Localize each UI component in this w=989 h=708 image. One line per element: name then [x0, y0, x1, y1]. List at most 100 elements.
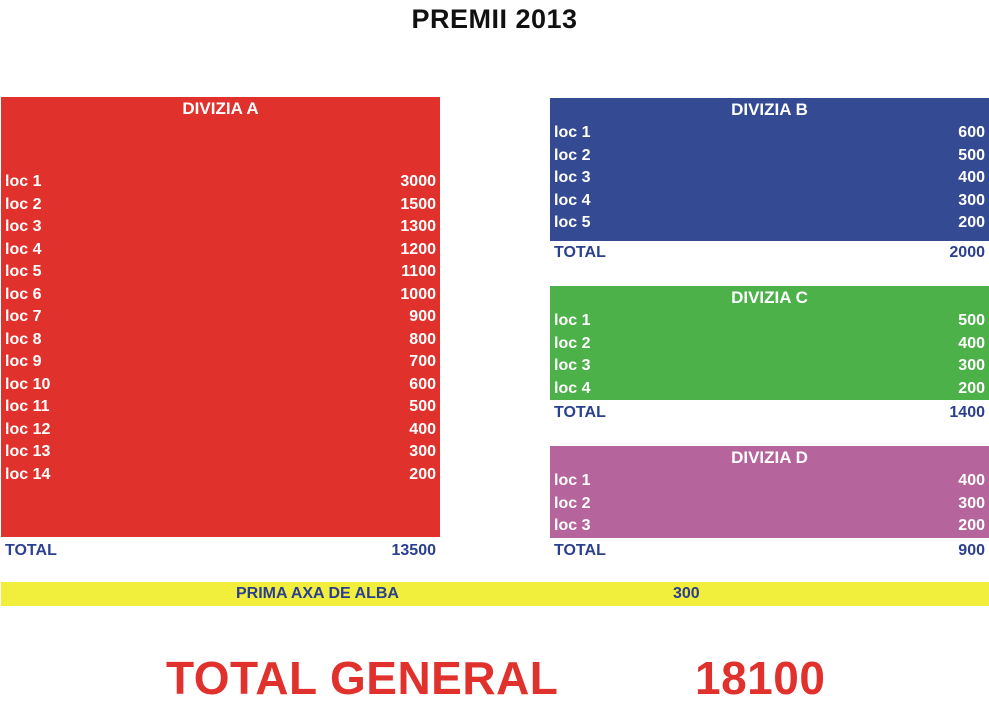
place-label: loc 9: [5, 353, 42, 370]
prize-value: 1200: [400, 240, 436, 258]
place-label: loc 12: [5, 420, 51, 438]
division-d-rows: loc 1 400 loc 2 300 loc 3 200: [550, 470, 989, 538]
place-label: loc 3: [554, 357, 591, 374]
division-a-row: loc 12 400: [1, 419, 440, 442]
page-title: PREMII 2013: [411, 4, 578, 34]
division-b-total: TOTAL 2000: [550, 242, 989, 264]
place-label: loc 8: [5, 330, 42, 348]
division-d-panel: DIVIZIA D loc 1 400 loc 2 300 loc 3 200: [550, 446, 989, 538]
division-b-row: loc 4 300: [550, 190, 989, 213]
prize-value: 600: [958, 124, 985, 141]
division-c-row: loc 4 200: [550, 378, 989, 401]
place-label: loc 3: [5, 218, 42, 235]
prize-value: 500: [958, 146, 985, 164]
division-d-row: loc 1 400: [550, 470, 989, 493]
place-label: loc 4: [554, 191, 591, 209]
division-d-total-value: 900: [958, 542, 985, 559]
place-label: loc 14: [5, 465, 51, 483]
division-c-row: loc 2 400: [550, 333, 989, 356]
place-label: loc 1: [554, 472, 591, 489]
place-label: loc 4: [554, 379, 591, 397]
place-label: loc 2: [554, 146, 591, 164]
division-a-row: loc 4 1200: [1, 239, 440, 262]
prize-value: 300: [958, 494, 985, 512]
division-b-rows: loc 1 600 loc 2 500 loc 3 400 loc 4 300 loc 5 200: [550, 122, 989, 235]
division-a-row: loc 13 300: [1, 441, 440, 464]
prize-value: 1100: [401, 263, 436, 280]
prima-band: PRIMA AXA DE ALBA 300: [1, 582, 989, 606]
prize-value: 200: [958, 379, 985, 397]
place-label: loc 4: [5, 240, 42, 258]
prize-value: 500: [409, 398, 436, 415]
division-a-row: loc 1 3000: [1, 171, 440, 194]
grand-total-value: 18100: [695, 652, 826, 704]
prize-value: 400: [958, 169, 985, 186]
division-a-row: loc 11 500: [1, 396, 440, 419]
place-label: loc 10: [5, 375, 51, 393]
division-b-row: loc 1 600: [550, 122, 989, 145]
prize-value: 900: [409, 308, 436, 325]
division-a-row: loc 10 600: [1, 374, 440, 397]
prize-value: 1000: [400, 285, 436, 303]
division-a-panel: DIVIZIA A loc 1 3000 loc 2 1500 loc 3 1300 loc…: [1, 97, 440, 537]
division-b-row: loc 5 200: [550, 212, 989, 235]
division-c-total-value: 1400: [949, 404, 985, 421]
division-a-rows: loc 1 3000 loc 2 1500 loc 3 1300 loc 4 1200 loc …: [1, 171, 440, 486]
division-d-row: loc 3 200: [550, 515, 989, 538]
division-a-row: loc 3 1300: [1, 216, 440, 239]
prima-value: 300: [673, 585, 700, 602]
prize-value: 200: [958, 517, 985, 534]
place-label: loc 13: [5, 443, 51, 460]
prize-value: 300: [958, 357, 985, 374]
division-a-row: loc 5 1100: [1, 261, 440, 284]
division-a-row: loc 9 700: [1, 351, 440, 374]
division-a-row: loc 14 200: [1, 464, 440, 487]
prima-label: PRIMA AXA DE ALBA: [236, 585, 399, 602]
prize-value: 400: [409, 420, 436, 438]
place-label: loc 2: [5, 195, 42, 213]
place-label: loc 1: [554, 312, 591, 329]
division-d-row: loc 2 300: [550, 493, 989, 516]
place-label: loc 7: [5, 308, 42, 325]
division-c-header: DIVIZIA C: [731, 288, 808, 307]
prize-value: 3000: [400, 173, 436, 190]
place-label: loc 1: [5, 173, 42, 190]
division-c-row: loc 1 500: [550, 310, 989, 333]
division-a-row: loc 8 800: [1, 329, 440, 352]
division-c-total-label: TOTAL: [554, 404, 606, 421]
place-label: loc 5: [554, 214, 591, 231]
place-label: loc 1: [554, 124, 591, 141]
place-label: loc 5: [5, 263, 42, 280]
division-a-header: DIVIZIA A: [182, 99, 259, 118]
division-d-total: TOTAL 900: [550, 540, 989, 562]
prize-value: 500: [958, 312, 985, 329]
place-label: loc 6: [5, 285, 42, 303]
prize-value: 400: [958, 472, 985, 489]
division-a-total-label: TOTAL: [5, 542, 57, 559]
prize-value: 200: [958, 214, 985, 231]
division-a-total-value: 13500: [391, 542, 437, 559]
prize-value: 400: [958, 334, 985, 352]
place-label: loc 2: [554, 334, 591, 352]
prize-value: 200: [409, 465, 436, 483]
prize-value: 300: [409, 443, 436, 460]
place-label: loc 11: [5, 398, 50, 415]
division-b-row: loc 3 400: [550, 167, 989, 190]
place-label: loc 3: [554, 517, 591, 534]
division-a-row: loc 2 1500: [1, 194, 440, 217]
division-b-header: DIVIZIA B: [731, 100, 808, 119]
division-c-row: loc 3 300: [550, 355, 989, 378]
prize-value: 300: [958, 191, 985, 209]
division-c-panel: DIVIZIA C loc 1 500 loc 2 400 loc 3 300 loc 4 2…: [550, 286, 989, 400]
division-b-row: loc 2 500: [550, 145, 989, 168]
division-a-row: loc 7 900: [1, 306, 440, 329]
grand-total-label: TOTAL GENERAL: [166, 652, 559, 704]
prize-value: 700: [409, 353, 436, 370]
place-label: loc 3: [554, 169, 591, 186]
prize-value: 800: [409, 330, 436, 348]
division-b-total-value: 2000: [949, 244, 985, 261]
prize-value: 600: [409, 375, 436, 393]
division-d-total-label: TOTAL: [554, 542, 606, 559]
division-b-panel: DIVIZIA B loc 1 600 loc 2 500 loc 3 400 loc 4 3…: [550, 98, 989, 241]
prize-value: 1500: [400, 195, 436, 213]
